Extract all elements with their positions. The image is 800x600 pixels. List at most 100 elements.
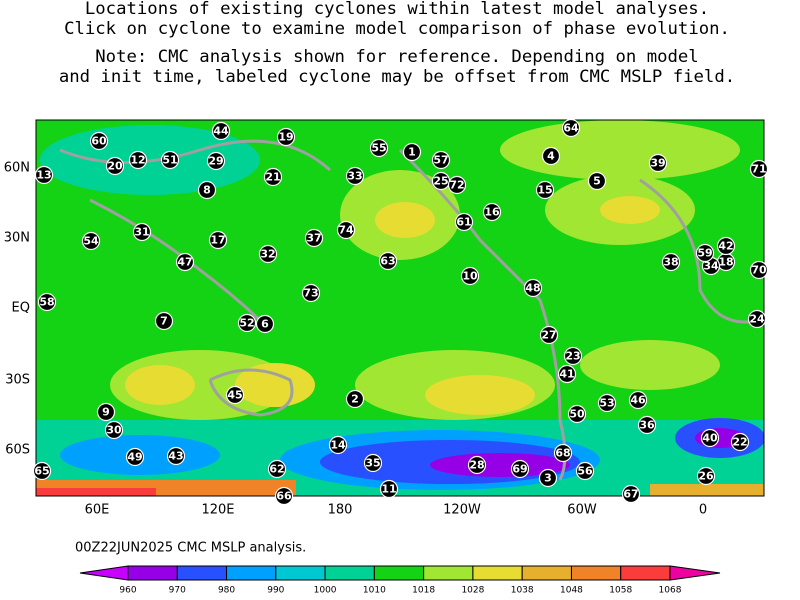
cyclone-marker[interactable]: 71: [749, 159, 769, 179]
cyclone-marker[interactable]: 46: [628, 390, 648, 410]
cyclone-marker[interactable]: 73: [301, 283, 321, 303]
cyclone-label: 52: [239, 317, 254, 330]
cyclone-marker[interactable]: 31: [132, 222, 152, 242]
cyclone-marker[interactable]: 74: [336, 220, 356, 240]
cyclone-dot: [81, 231, 101, 251]
cyclone-marker[interactable]: 7: [154, 311, 174, 331]
cyclone-marker[interactable]: 21: [263, 167, 283, 187]
cyclone-marker[interactable]: 5: [587, 171, 607, 191]
cyclone-marker[interactable]: 44: [211, 121, 231, 141]
cyclone-label: 68: [555, 447, 570, 460]
cyclone-marker[interactable]: 38: [661, 252, 681, 272]
cyclone-marker[interactable]: 72: [447, 175, 467, 195]
cyclone-marker[interactable]: 61: [454, 212, 474, 232]
cyclone-marker[interactable]: 12: [128, 150, 148, 170]
cyclone-label: 7: [160, 315, 168, 328]
cyclone-marker[interactable]: 65: [32, 461, 52, 481]
cyclone-dot: [379, 479, 399, 499]
cyclone-marker[interactable]: 36: [637, 415, 657, 435]
cyclone-marker[interactable]: 17: [208, 230, 228, 250]
cyclone-marker[interactable]: 54: [81, 231, 101, 251]
cyclone-marker[interactable]: 57: [431, 150, 451, 170]
cyclone-marker[interactable]: 16: [482, 202, 502, 222]
cyclone-marker[interactable]: 23: [563, 346, 583, 366]
cyclone-dot: [276, 127, 296, 147]
cyclone-marker[interactable]: 67: [621, 484, 641, 504]
cyclone-marker[interactable]: 4: [541, 146, 561, 166]
cyclone-dot: [96, 402, 116, 422]
cyclone-dot: [175, 252, 195, 272]
cyclone-marker[interactable]: 51: [160, 150, 180, 170]
cyclone-marker[interactable]: 63: [378, 251, 398, 271]
lon-label: 180: [328, 503, 353, 518]
cyclone-marker[interactable]: 50: [567, 404, 587, 424]
cyclone-marker[interactable]: 13: [34, 165, 54, 185]
cyclone-marker[interactable]: 35: [363, 453, 383, 473]
cyclone-marker[interactable]: 60: [89, 131, 109, 151]
cyclone-marker[interactable]: 64: [561, 118, 581, 138]
cyclone-marker[interactable]: 2: [345, 389, 365, 409]
cyclone-dot: [304, 228, 324, 248]
cyclone-label: 29: [208, 155, 223, 168]
cyclone-dot: [730, 432, 750, 452]
cyclone-marker[interactable]: 27: [539, 325, 559, 345]
cyclone-marker[interactable]: 52: [237, 313, 257, 333]
cyclone-marker[interactable]: 8: [197, 180, 217, 200]
cyclone-marker[interactable]: 19: [276, 127, 296, 147]
colorbar-segment: [521, 565, 572, 581]
cyclone-label: 72: [449, 179, 464, 192]
cyclone-marker[interactable]: 39: [648, 153, 668, 173]
cyclone-marker[interactable]: 66: [274, 486, 294, 506]
cyclone-dot: [128, 150, 148, 170]
cyclone-label: 41: [559, 368, 574, 381]
cyclone-marker[interactable]: 33: [345, 166, 365, 186]
cyclone-marker[interactable]: 6: [255, 314, 275, 334]
cyclone-marker[interactable]: 37: [304, 228, 324, 248]
cyclone-marker[interactable]: 14: [328, 435, 348, 455]
cyclone-marker[interactable]: 47: [175, 252, 195, 272]
cyclone-marker[interactable]: 26: [696, 466, 716, 486]
cyclone-marker[interactable]: 43: [166, 446, 186, 466]
cyclone-marker[interactable]: 42: [716, 236, 736, 256]
cyclone-marker[interactable]: 20: [105, 156, 125, 176]
cyclone-marker[interactable]: 56: [575, 461, 595, 481]
cyclone-marker[interactable]: 45: [225, 385, 245, 405]
cyclone-marker[interactable]: 62: [267, 459, 287, 479]
cyclone-marker[interactable]: 53: [597, 393, 617, 413]
cyclone-marker[interactable]: 41: [557, 364, 577, 384]
lon-label: 60E: [85, 503, 110, 518]
cyclone-label: 6: [261, 318, 269, 331]
cyclone-marker[interactable]: 3: [538, 468, 558, 488]
cyclone-marker[interactable]: 49: [125, 447, 145, 467]
cyclone-dot: [336, 220, 356, 240]
cyclone-label: 64: [563, 122, 579, 135]
cyclone-marker[interactable]: 22: [730, 432, 750, 452]
cyclone-marker[interactable]: 24: [747, 309, 767, 329]
cyclone-marker[interactable]: 18: [716, 252, 736, 272]
cyclone-marker[interactable]: 11: [379, 479, 399, 499]
cyclone-marker[interactable]: 29: [206, 151, 226, 171]
cyclone-marker[interactable]: 10: [460, 266, 480, 286]
cyclone-marker[interactable]: 25: [431, 171, 451, 191]
colorbar-tick-label: 1028: [461, 586, 484, 596]
colorbar-tick-label: 980: [218, 586, 235, 596]
cyclone-marker[interactable]: 58: [37, 292, 57, 312]
cyclone-dot: [166, 446, 186, 466]
cyclone-marker[interactable]: 15: [535, 180, 555, 200]
cyclone-marker[interactable]: 9: [96, 402, 116, 422]
cyclone-marker[interactable]: 32: [258, 244, 278, 264]
cyclone-marker[interactable]: 59: [695, 243, 715, 263]
cyclone-marker[interactable]: 70: [749, 260, 769, 280]
cyclone-dot: [467, 455, 487, 475]
cyclone-marker[interactable]: 48: [523, 278, 543, 298]
cyclone-marker[interactable]: 28: [467, 455, 487, 475]
cyclone-dot: [32, 461, 52, 481]
cyclone-marker[interactable]: 69: [510, 459, 530, 479]
cyclone-marker[interactable]: 30: [104, 420, 124, 440]
cyclone-dot: [225, 385, 245, 405]
lat-label: 60S: [5, 443, 30, 458]
cyclone-marker[interactable]: 40: [700, 428, 720, 448]
cyclone-marker[interactable]: 55: [369, 138, 389, 158]
cyclone-marker[interactable]: 1: [402, 142, 422, 162]
cyclone-marker[interactable]: 68: [553, 443, 573, 463]
